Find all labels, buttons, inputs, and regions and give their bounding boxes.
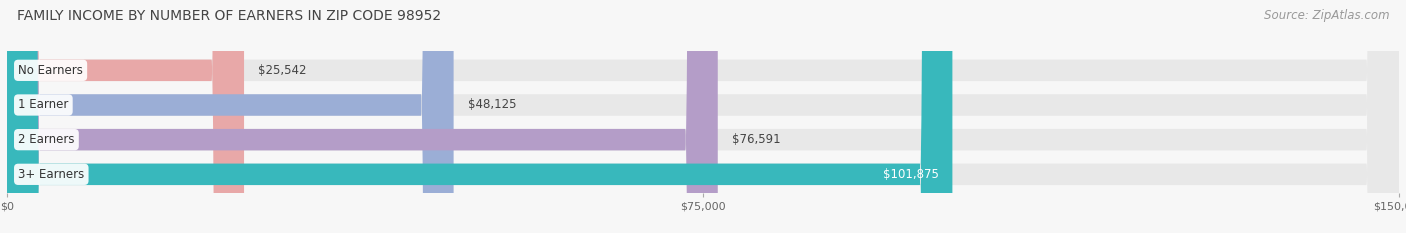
Text: $76,591: $76,591 (731, 133, 780, 146)
Text: Source: ZipAtlas.com: Source: ZipAtlas.com (1264, 9, 1389, 22)
Text: $25,542: $25,542 (257, 64, 307, 77)
Text: $101,875: $101,875 (883, 168, 938, 181)
Text: $48,125: $48,125 (468, 99, 516, 112)
FancyBboxPatch shape (7, 0, 952, 233)
Text: 1 Earner: 1 Earner (18, 99, 69, 112)
Text: 2 Earners: 2 Earners (18, 133, 75, 146)
Text: No Earners: No Earners (18, 64, 83, 77)
Text: 3+ Earners: 3+ Earners (18, 168, 84, 181)
FancyBboxPatch shape (7, 0, 718, 233)
FancyBboxPatch shape (7, 0, 454, 233)
FancyBboxPatch shape (7, 0, 1399, 233)
FancyBboxPatch shape (7, 0, 1399, 233)
Text: FAMILY INCOME BY NUMBER OF EARNERS IN ZIP CODE 98952: FAMILY INCOME BY NUMBER OF EARNERS IN ZI… (17, 9, 441, 23)
FancyBboxPatch shape (7, 0, 245, 233)
FancyBboxPatch shape (7, 0, 1399, 233)
FancyBboxPatch shape (7, 0, 1399, 233)
